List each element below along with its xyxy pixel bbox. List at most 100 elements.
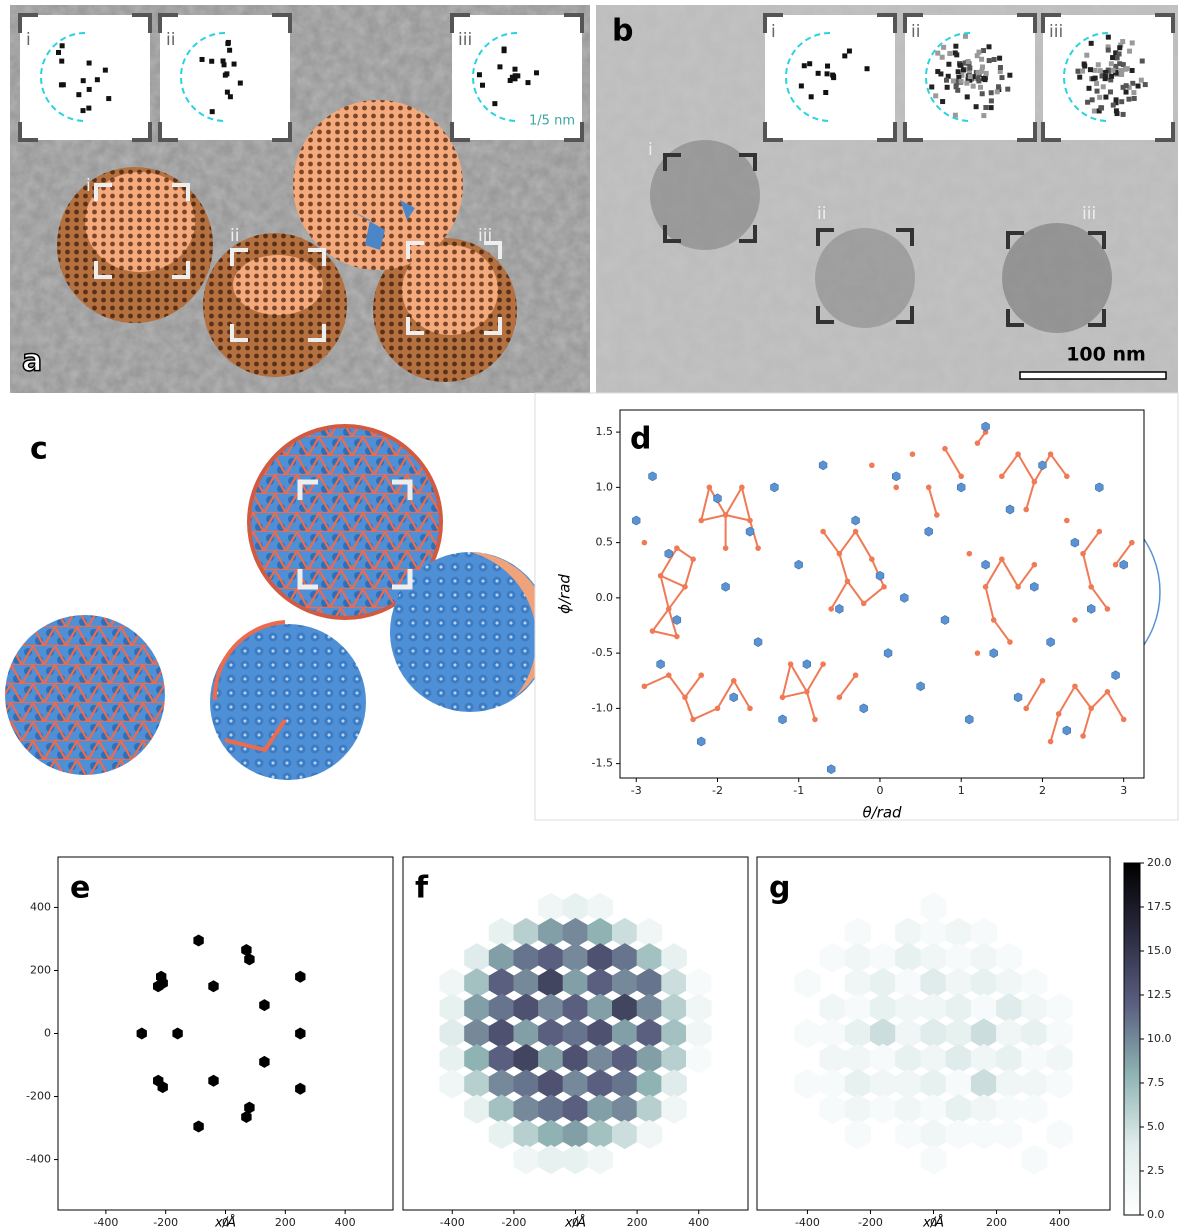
fft-spot	[953, 50, 958, 55]
fft-spot	[1139, 78, 1144, 83]
fft-spot	[510, 75, 515, 80]
fft-spot	[935, 51, 940, 56]
marker-label: ii	[230, 226, 239, 246]
fft-spot	[951, 78, 956, 83]
network-node	[1032, 562, 1038, 568]
fft-spot	[995, 89, 1000, 94]
network-node	[731, 678, 737, 684]
network-node	[828, 606, 834, 612]
fft-spot	[959, 79, 964, 84]
fft-spot	[1111, 103, 1116, 108]
fft-spot	[87, 61, 92, 66]
site-marker	[632, 516, 640, 525]
site-marker	[1087, 604, 1095, 613]
y-tick-label: -1.0	[592, 701, 613, 714]
network-node	[1048, 739, 1054, 745]
network-node	[1129, 540, 1135, 546]
fft-spot	[958, 63, 963, 68]
fft-spot	[1127, 49, 1132, 54]
site-marker	[754, 638, 762, 647]
x-tick-label: -400	[93, 1216, 118, 1229]
fft-spot	[1089, 41, 1094, 46]
fft-spot	[983, 105, 988, 110]
network-node	[739, 485, 745, 491]
network-node	[747, 706, 753, 712]
fft-spot	[966, 59, 971, 64]
fft-spot	[1117, 45, 1122, 50]
site-marker	[673, 616, 681, 625]
network-node	[723, 512, 729, 518]
x-tick-label: 3	[1120, 784, 1127, 797]
site-marker	[697, 737, 705, 746]
network-node	[975, 440, 981, 446]
fft-spot	[1080, 69, 1085, 74]
fft-spot	[979, 57, 984, 62]
fft-spot	[984, 71, 989, 76]
network-node	[666, 672, 672, 678]
fft-spot	[999, 75, 1004, 80]
colorbar-tick-label: 10.0	[1147, 1032, 1172, 1045]
colorbar-tick-label: 7.5	[1147, 1076, 1165, 1089]
fft-spot	[933, 93, 938, 98]
x-axis-label: x/Å	[214, 1215, 236, 1229]
network-node	[975, 650, 981, 656]
fft-spot	[1091, 76, 1096, 81]
fft-spot	[816, 71, 821, 76]
fft-spot	[238, 81, 243, 86]
fft-spot	[60, 43, 65, 48]
site-marker	[876, 571, 884, 580]
x-tick-label: 400	[688, 1216, 709, 1229]
panel-label: e	[70, 871, 90, 906]
marker-label: i	[86, 176, 91, 196]
network-node	[910, 451, 916, 457]
axes-frame	[58, 857, 393, 1210]
network-node	[999, 474, 1005, 480]
panel-label: a	[22, 344, 42, 379]
site-marker	[746, 527, 754, 536]
site-marker	[982, 560, 990, 569]
site-marker	[1039, 461, 1047, 470]
network-node	[958, 474, 964, 480]
network-node	[845, 578, 851, 584]
fft-spot	[1095, 89, 1100, 94]
scale-bar-label: 100 nm	[1066, 344, 1146, 366]
fft-spot	[227, 48, 232, 53]
fft-spot	[1117, 51, 1122, 56]
fft-spot	[980, 91, 985, 96]
fft-spot	[947, 51, 952, 56]
network-node	[1056, 711, 1062, 717]
network-node	[650, 628, 656, 634]
fft-spot	[989, 105, 994, 110]
network-node	[983, 584, 989, 590]
site-marker	[1014, 693, 1022, 702]
fft-spot	[1092, 68, 1097, 73]
network-node	[674, 545, 680, 551]
site-marker	[722, 582, 730, 591]
site-marker	[957, 483, 965, 492]
fft-spot	[1110, 68, 1115, 73]
fft-spot	[103, 68, 108, 73]
fft-spot	[981, 48, 986, 53]
fft-spot	[225, 90, 230, 95]
x-tick-label: -400	[795, 1216, 820, 1229]
marker-label: ii	[817, 204, 826, 224]
network-node	[715, 706, 721, 712]
y-tick-label: 0.0	[596, 591, 614, 604]
network-node	[690, 717, 696, 723]
inset-label: i	[771, 22, 776, 42]
network-node	[1040, 678, 1046, 684]
network-node	[869, 556, 875, 562]
fft-spot	[1109, 61, 1114, 66]
fft-spot	[534, 70, 539, 75]
x-tick-label: -200	[153, 1216, 178, 1229]
fft-spot	[1132, 96, 1137, 101]
fft-spot	[825, 71, 830, 76]
fft-spot	[1099, 106, 1104, 111]
fft-spot	[1126, 97, 1131, 102]
site-marker	[836, 604, 844, 613]
fft-spot	[975, 76, 980, 81]
network-node	[1064, 518, 1070, 524]
colorbar-tick-label: 15.0	[1147, 944, 1172, 957]
fft-spot	[1092, 109, 1097, 114]
fft-spot	[512, 67, 517, 72]
